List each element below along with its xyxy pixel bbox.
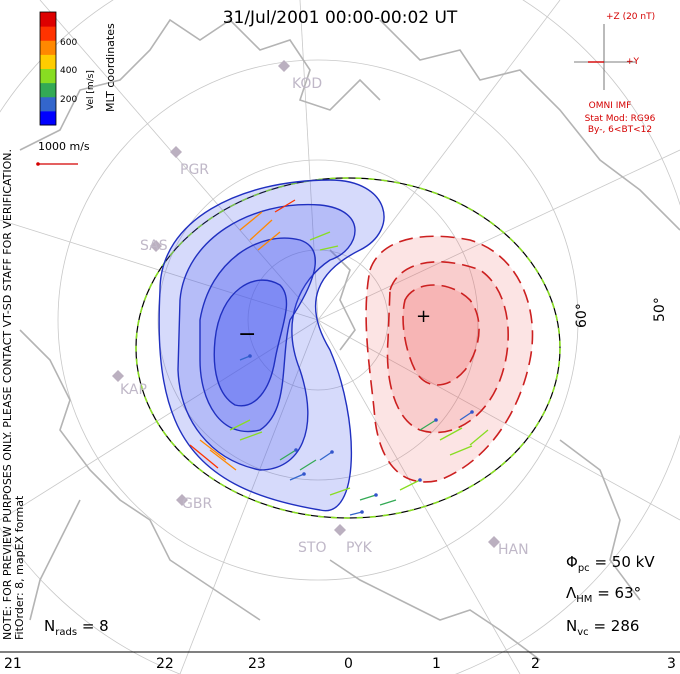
latitude-label-60: 60°	[574, 303, 590, 328]
vector-dots	[248, 354, 474, 514]
color-bar-segment	[40, 26, 56, 41]
map-title: 31/Jul/2001 00:00-00:02 UT	[222, 8, 458, 28]
station-sto: STO	[298, 540, 327, 556]
coordinate-system-label: MLT coordinates	[104, 23, 117, 112]
vector-count: Nvc = 286	[566, 617, 640, 638]
legend-tick-200: 200	[60, 95, 78, 105]
legend-label: Vel [m/s]	[86, 70, 96, 110]
positive-potential-cell	[365, 235, 534, 483]
station-kap: KAP	[120, 382, 147, 398]
color-bar-segment	[40, 68, 56, 84]
station-han: HAN	[498, 542, 529, 558]
color-bar-segment	[40, 96, 56, 112]
color-bar-segment	[40, 82, 56, 98]
station-pgr: PGR	[180, 162, 210, 178]
mlt-label-3: 3	[667, 656, 676, 672]
color-bar-segment	[40, 40, 56, 55]
latitude-label-50: 50°	[652, 297, 668, 322]
mlt-label-22: 22	[156, 656, 174, 672]
legend-tick-400: 400	[60, 66, 78, 76]
mlt-label-1: 1	[432, 656, 441, 672]
mlt-label-2: 2	[531, 656, 540, 672]
imf-bz-label: +Z (20 nT)	[606, 12, 656, 22]
scale-label: 1000 m/s	[38, 140, 90, 153]
mlt-label-0: 0	[344, 656, 353, 672]
imf-by-label: +Y	[626, 57, 640, 67]
potential-maximum: +	[416, 306, 432, 327]
note-line-2: FitOrder: 8, mapEX format	[13, 495, 26, 640]
color-bar-segment	[40, 110, 56, 126]
preview-note: NOTE: FOR PREVIEW PURPOSES ONLY. PLEASE …	[1, 149, 26, 640]
potential-minimum: −	[238, 322, 257, 347]
velocity-vectors	[189, 199, 489, 516]
mlt-label-21: 21	[4, 656, 22, 672]
imf-dial	[574, 24, 636, 90]
station-markers	[112, 60, 500, 548]
stat-model-label: Stat Mod: RG96	[584, 114, 656, 124]
cross-polar-potential: Φpc = 50 kV	[566, 553, 655, 574]
station-sas: SAS	[140, 238, 168, 254]
omni-label: OMNI IMF	[588, 101, 632, 111]
radar-count: Nrads = 8	[44, 617, 109, 638]
color-bar-segment	[40, 12, 56, 27]
velocity-color-bar	[40, 12, 56, 126]
hm-boundary-latitude: ΛHM = 63°	[566, 584, 642, 605]
color-bar-segment	[40, 54, 56, 69]
mlt-label-23: 23	[248, 656, 266, 672]
station-gbr: GBR	[182, 496, 213, 512]
station-kod: KOD	[292, 76, 323, 92]
station-pyk: PYK	[346, 540, 372, 556]
imf-condition-label: By-, 6<BT<12	[587, 125, 653, 135]
coastlines	[19, 18, 680, 661]
legend-tick-600: 600	[60, 38, 78, 48]
negative-potential-cell	[158, 179, 385, 512]
